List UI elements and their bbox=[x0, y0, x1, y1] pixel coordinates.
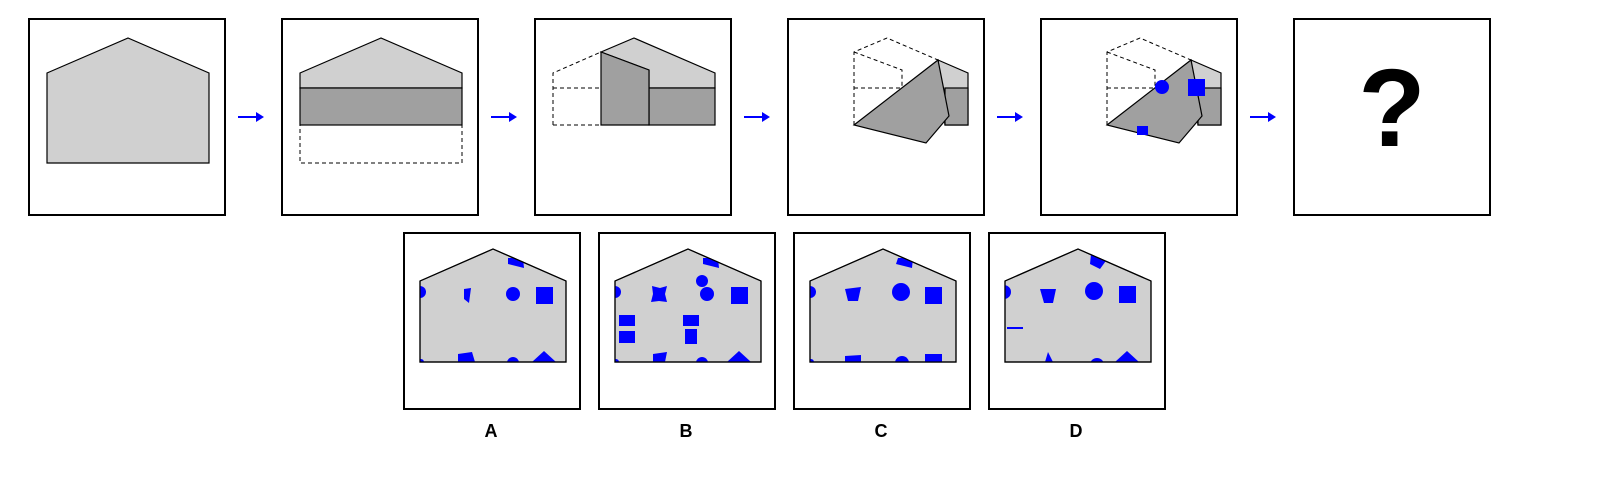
option-c-panel[interactable] bbox=[793, 232, 971, 410]
option-c-figure bbox=[809, 248, 957, 363]
option-d-label: D bbox=[1069, 421, 1083, 441]
step-1-panel bbox=[28, 18, 226, 216]
arrow-icon bbox=[238, 112, 264, 122]
arrow-icon bbox=[491, 112, 517, 122]
square-punch bbox=[1137, 126, 1148, 135]
option-b-label: B bbox=[679, 421, 693, 441]
arrow-icon bbox=[744, 112, 770, 122]
fold-left-over-diagram bbox=[552, 37, 716, 126]
step-3-panel bbox=[534, 18, 732, 216]
arrow-icon bbox=[1250, 112, 1276, 122]
option-c-label: C bbox=[874, 421, 888, 441]
fold-bottom-up-diagram bbox=[299, 37, 463, 164]
unknown-answer-panel: ? bbox=[1293, 18, 1491, 216]
circle-punch bbox=[1155, 80, 1169, 94]
arrow-icon bbox=[997, 112, 1023, 122]
step-2-panel bbox=[281, 18, 479, 216]
question-mark: ? bbox=[1358, 47, 1426, 170]
square-punch bbox=[1188, 79, 1205, 96]
option-b-figure bbox=[614, 248, 762, 363]
option-d-panel[interactable] bbox=[988, 232, 1166, 410]
option-a-label: A bbox=[484, 421, 498, 441]
step-5-panel bbox=[1040, 18, 1238, 216]
option-a-panel[interactable] bbox=[403, 232, 581, 410]
step-4-panel bbox=[787, 18, 985, 216]
option-a-figure bbox=[419, 248, 567, 363]
unfolded-house-shape bbox=[46, 37, 210, 164]
option-d-figure bbox=[1004, 248, 1152, 363]
fold-diagonal-diagram bbox=[852, 37, 969, 144]
option-b-panel[interactable] bbox=[598, 232, 776, 410]
punched-folded-diagram bbox=[1105, 37, 1222, 144]
